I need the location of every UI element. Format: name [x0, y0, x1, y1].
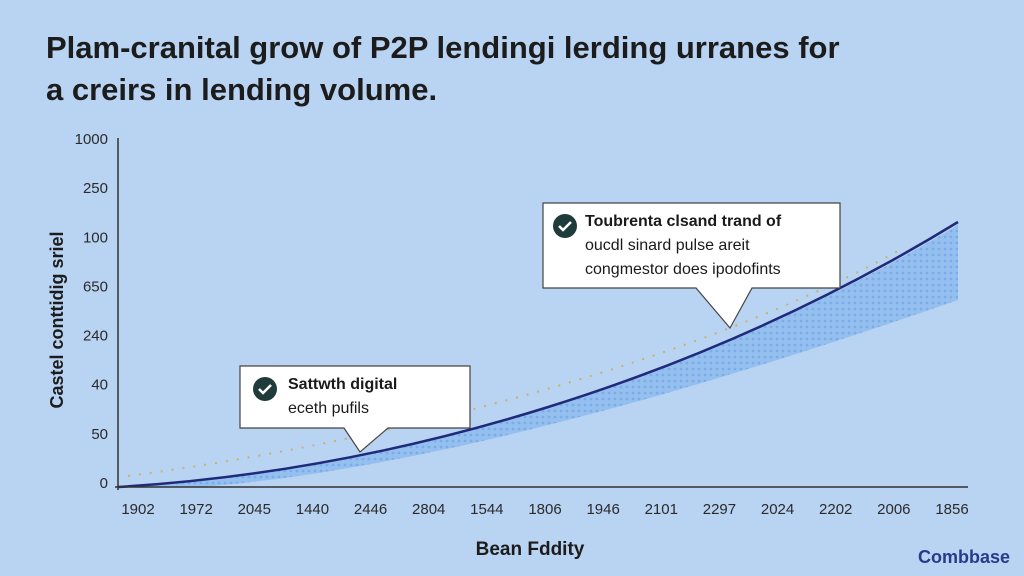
- title-line: a creirs in lending volume.: [46, 72, 437, 107]
- y-tick-label: 250: [83, 180, 108, 197]
- callout-text: congmestor does ipodofints: [585, 261, 781, 278]
- x-tick-label: 2202: [819, 501, 852, 518]
- x-tick-label: 1440: [296, 501, 329, 518]
- y-tick-label: 240: [83, 328, 108, 345]
- logo: Combbase: [918, 547, 1010, 567]
- y-tick-label: 50: [91, 426, 108, 443]
- x-tick-label: 1946: [586, 501, 619, 518]
- x-tick-label: 1806: [528, 501, 561, 518]
- y-tick-label: 100: [83, 229, 108, 246]
- check-mark: [558, 221, 572, 232]
- y-tick-label: 1000: [75, 131, 108, 148]
- check-icon: [253, 377, 277, 401]
- callout-text: Toubrenta clsand trand of: [585, 213, 782, 230]
- x-tick-label: 1902: [121, 501, 154, 518]
- x-tick-label: 2297: [703, 501, 736, 518]
- check-mark: [258, 384, 272, 395]
- callout-text: Sattwth digital: [288, 376, 397, 393]
- trend-dots: [127, 249, 901, 477]
- x-tick-label: 2101: [645, 501, 678, 518]
- callout-box: [542, 202, 841, 330]
- x-tick-label: 2024: [761, 501, 794, 518]
- x-tick-label: 2446: [354, 501, 387, 518]
- x-tick-label: 2006: [877, 501, 910, 518]
- callout: Toubrenta clsand trand of oucdl sinard p…: [542, 202, 841, 330]
- x-tick-label: 2045: [238, 501, 271, 518]
- callout-text: eceth pufils: [288, 400, 369, 417]
- growth-curve: [117, 220, 959, 489]
- x-tick-label: 1856: [935, 501, 968, 518]
- y-tick-label: 0: [100, 475, 108, 492]
- callout-text: oucdl sinard pulse areit: [585, 237, 750, 254]
- check-icon: [553, 214, 577, 238]
- y-axis-title: Castel conttidig sriel: [47, 231, 67, 408]
- x-tick-label: 1544: [470, 501, 503, 518]
- x-tick-label: 2804: [412, 501, 445, 518]
- y-tick-label: 650: [83, 278, 108, 295]
- title-line: Plam-cranital grow of P2P lendingi lerdi…: [46, 30, 840, 65]
- callout-box: [239, 365, 471, 453]
- y-tick-label: 40: [91, 377, 108, 394]
- x-axis-title: Bean Fddity: [476, 539, 585, 560]
- callout: Sattwth digital eceth pufils: [239, 365, 471, 453]
- x-tick-label: 1972: [179, 501, 212, 518]
